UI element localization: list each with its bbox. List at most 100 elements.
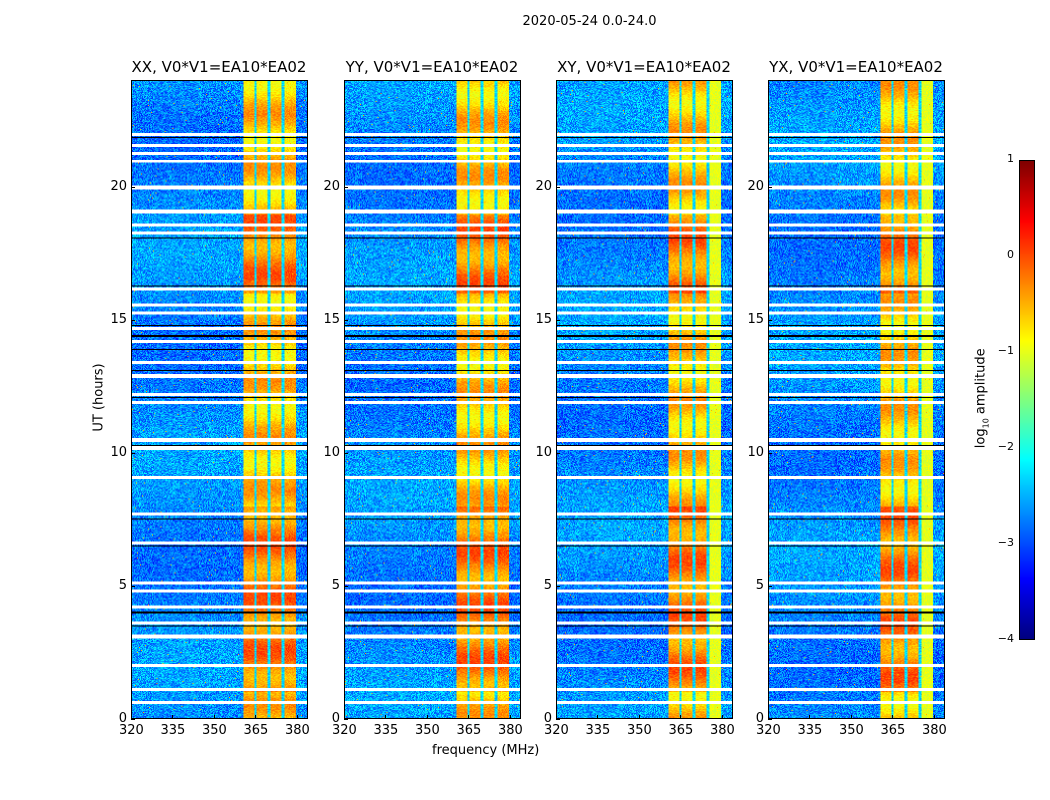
y-tick-label: 10: [535, 444, 552, 460]
colorbar-tick-label: −1: [997, 344, 1014, 357]
panel-title: XY, V0*V1=EA10*EA02: [557, 58, 731, 76]
spectrogram-heatmap: [132, 81, 307, 718]
spectrogram-panel-2: [556, 80, 733, 719]
y-tick-mark: [131, 319, 135, 321]
y-tick-label: 15: [323, 311, 340, 327]
x-tick-label: 335: [160, 723, 186, 738]
x-tick-mark: [850, 715, 852, 719]
y-tick-mark: [344, 585, 348, 587]
x-tick-mark: [721, 715, 723, 719]
x-tick-mark: [426, 715, 428, 719]
x-tick-label: 380: [284, 723, 310, 738]
panel-title: XX, V0*V1=EA10*EA02: [131, 58, 307, 76]
x-tick-label: 365: [243, 723, 269, 738]
y-axis-label: UT (hours): [91, 363, 107, 432]
x-tick-label: 350: [414, 723, 440, 738]
spectrogram-panel-3: [768, 80, 945, 719]
y-tick-label: 0: [118, 711, 127, 726]
y-tick-mark: [131, 186, 135, 188]
colorbar-tick-label: 0: [1007, 248, 1014, 261]
spectrogram-heatmap: [557, 81, 732, 718]
y-tick-mark: [344, 186, 348, 188]
y-tick-mark: [131, 452, 135, 454]
colorbar: [1019, 160, 1035, 640]
y-tick-label: 20: [323, 178, 340, 194]
y-tick-mark: [131, 585, 135, 587]
y-tick-mark: [344, 319, 348, 321]
y-tick-mark: [131, 719, 135, 720]
y-tick-label: 20: [110, 178, 127, 194]
colorbar-tick-label: −3: [997, 536, 1014, 549]
x-tick-label: 350: [838, 723, 864, 738]
panel-title: YY, V0*V1=EA10*EA02: [345, 58, 519, 76]
x-tick-mark: [768, 715, 769, 719]
y-tick-label: 5: [543, 577, 552, 593]
spectrogram-heatmap: [769, 81, 944, 718]
y-tick-mark: [556, 719, 560, 720]
x-tick-mark: [680, 715, 682, 719]
y-tick-label: 10: [747, 444, 764, 460]
x-tick-label: 320: [756, 723, 781, 738]
x-tick-label: 320: [544, 723, 569, 738]
y-tick-mark: [344, 719, 348, 720]
x-tick-label: 365: [668, 723, 694, 738]
x-tick-mark: [213, 715, 215, 719]
y-tick-mark: [768, 719, 772, 720]
x-tick-label: 380: [921, 723, 947, 738]
y-tick-label: 20: [747, 178, 764, 194]
y-tick-label: 15: [110, 311, 127, 327]
y-tick-label: 10: [110, 444, 127, 460]
x-tick-label: 380: [709, 723, 735, 738]
x-tick-label: 320: [332, 723, 357, 738]
y-tick-mark: [768, 319, 772, 321]
colorbar-tick-label: −2: [997, 440, 1014, 453]
y-tick-label: 5: [755, 577, 764, 593]
x-tick-mark: [933, 715, 935, 719]
x-tick-mark: [296, 715, 298, 719]
x-axis-label: frequency (MHz): [432, 743, 540, 758]
x-tick-label: 350: [626, 723, 652, 738]
x-tick-label: 320: [119, 723, 144, 738]
x-tick-label: 365: [456, 723, 482, 738]
x-tick-label: 335: [797, 723, 823, 738]
x-tick-mark: [638, 715, 640, 719]
x-tick-mark: [597, 715, 599, 719]
y-tick-label: 0: [543, 711, 552, 726]
x-tick-mark: [385, 715, 387, 719]
spectrogram-panel-1: [344, 80, 521, 719]
x-tick-mark: [255, 715, 257, 719]
x-tick-label: 335: [585, 723, 611, 738]
y-tick-mark: [556, 186, 560, 188]
y-tick-label: 0: [755, 711, 764, 726]
x-tick-mark: [344, 715, 345, 719]
colorbar-tick-label: 1: [1007, 152, 1014, 165]
x-tick-mark: [809, 715, 811, 719]
spectrogram-heatmap: [345, 81, 520, 718]
y-tick-label: 15: [535, 311, 552, 327]
x-tick-mark: [509, 715, 511, 719]
x-tick-label: 350: [201, 723, 227, 738]
y-tick-mark: [768, 186, 772, 188]
y-tick-label: 20: [535, 178, 552, 194]
y-tick-mark: [556, 319, 560, 321]
y-tick-mark: [556, 585, 560, 587]
x-tick-mark: [172, 715, 174, 719]
panel-title: YX, V0*V1=EA10*EA02: [769, 58, 943, 76]
y-tick-label: 15: [747, 311, 764, 327]
x-tick-label: 365: [880, 723, 906, 738]
x-tick-mark: [131, 715, 132, 719]
y-tick-label: 5: [331, 577, 340, 593]
colorbar-label-rest: amplitude: [973, 348, 989, 419]
figure-title: 2020-05-24 0.0-24.0: [522, 14, 657, 29]
x-tick-label: 380: [497, 723, 523, 738]
x-tick-mark: [556, 715, 557, 719]
y-tick-mark: [344, 452, 348, 454]
y-tick-mark: [556, 452, 560, 454]
y-tick-label: 10: [323, 444, 340, 460]
y-tick-label: 5: [118, 577, 127, 593]
colorbar-tick-label: −4: [997, 632, 1014, 645]
x-tick-mark: [468, 715, 470, 719]
y-tick-mark: [768, 585, 772, 587]
x-tick-mark: [892, 715, 894, 719]
colorbar-label-sub: 10: [981, 418, 991, 429]
